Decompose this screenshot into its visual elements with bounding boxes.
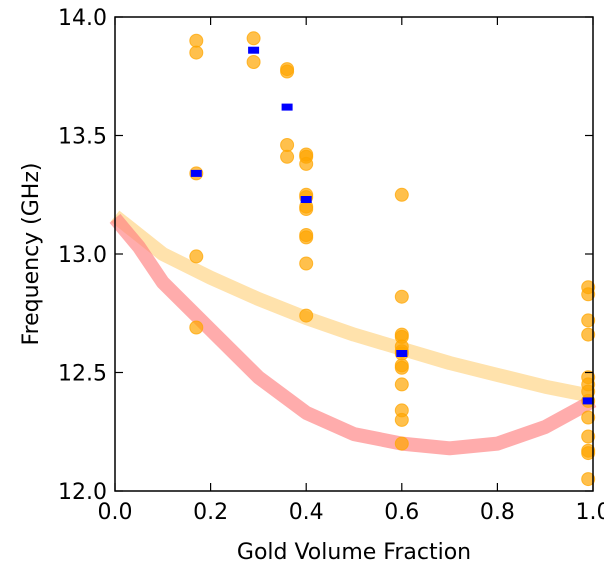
- data-point: [299, 256, 314, 271]
- data-point: [280, 64, 295, 79]
- band-line-0: [110, 210, 595, 404]
- x-tick-label: 0.6: [384, 500, 419, 525]
- y-axis-label: Frequency (GHz): [19, 163, 44, 346]
- data-point: [280, 149, 295, 164]
- data-point: [581, 472, 596, 487]
- data-point: [394, 360, 409, 375]
- measured-point: [281, 103, 293, 111]
- data-point: [189, 33, 204, 48]
- data-point: [299, 156, 314, 171]
- data-point: [299, 308, 314, 323]
- measured-point: [300, 196, 312, 203]
- y-tick-label: 12.0: [58, 480, 107, 505]
- data-point: [299, 202, 314, 216]
- data-point: [394, 187, 409, 202]
- x-tick-label: 0.4: [289, 500, 324, 525]
- band-line-1: [109, 213, 597, 456]
- x-tick-label: 1.0: [576, 500, 604, 525]
- data-point: [394, 412, 409, 427]
- data-point: [394, 377, 409, 392]
- data-point: [581, 287, 596, 302]
- data-point: [581, 410, 596, 425]
- data-point: [581, 446, 596, 461]
- data-point: [189, 45, 204, 60]
- data-point: [394, 289, 409, 304]
- data-point: [581, 327, 596, 342]
- x-axis-label: Gold Volume Fraction: [237, 540, 471, 565]
- data-point: [246, 55, 261, 69]
- x-tick-label: 0.2: [193, 500, 228, 525]
- data-point: [581, 313, 596, 328]
- data-point: [246, 31, 261, 46]
- x-tick-label: 0.8: [480, 500, 515, 525]
- measured-point: [396, 350, 408, 357]
- data-point: [581, 429, 596, 444]
- data-point: [280, 138, 295, 152]
- y-tick-label: 12.5: [58, 362, 107, 387]
- y-tick-label: 13.0: [58, 243, 107, 268]
- measured-point: [190, 169, 202, 177]
- plot-area: [109, 31, 597, 487]
- measured-point: [582, 397, 594, 405]
- y-tick-label: 13.5: [58, 125, 107, 150]
- measured-point: [248, 46, 260, 54]
- data-point: [299, 230, 314, 245]
- plot-frame: [114, 16, 594, 492]
- data-point: [394, 436, 409, 451]
- data-point: [189, 320, 204, 335]
- axis-ticks: 0.0 0.2 0.4 0.6 0.8 1.0 12.0 12.5 13.0 13.5 14.0: [58, 6, 604, 525]
- y-tick-label: 14.0: [58, 6, 107, 31]
- data-point: [189, 249, 204, 264]
- x-tick-label: 0.0: [98, 500, 133, 525]
